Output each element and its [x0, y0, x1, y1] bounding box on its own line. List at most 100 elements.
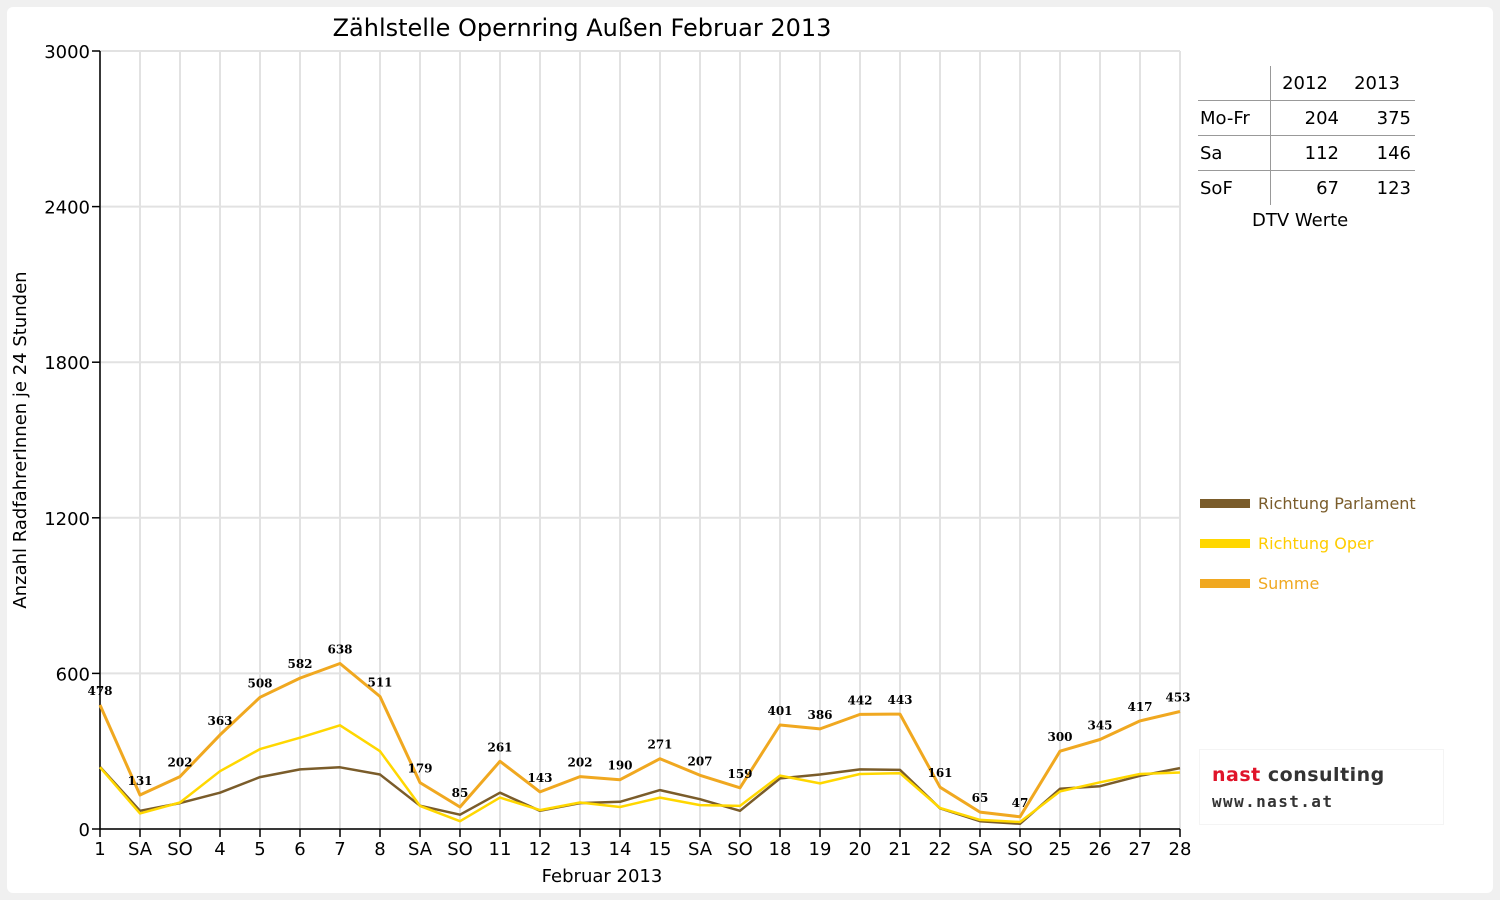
nast-consulting-logo: nast consulting www.nast.at	[1200, 750, 1443, 824]
series-lines	[98, 662, 1181, 826]
data-label: 453	[1165, 691, 1190, 705]
x-tick-label: 28	[1169, 839, 1192, 860]
x-tick-label: 21	[889, 839, 912, 860]
data-label: 638	[327, 643, 352, 657]
y-tick-label: 2400	[44, 198, 90, 219]
dtv-value-2013: 146	[1343, 135, 1415, 171]
x-tick-label: SO	[1007, 839, 1033, 860]
legend-label: Summe	[1258, 574, 1320, 593]
dtv-table: 2012 2013 Mo-Fr 204 375 Sa 112 146 SoF 6…	[1198, 66, 1415, 205]
dtv-row-sa: Sa 112 146	[1198, 135, 1415, 171]
data-label: 202	[567, 756, 592, 770]
x-tick-label: 5	[254, 839, 265, 860]
data-label: 47	[1012, 796, 1029, 810]
legend-item-parlament: Richtung Parlament	[1200, 494, 1416, 513]
y-tick-label: 1200	[44, 509, 90, 530]
legend-swatch	[1200, 499, 1250, 508]
dtv-row-label: Mo-Fr	[1198, 100, 1271, 136]
x-tick-label: SA	[688, 839, 713, 860]
legend-swatch	[1200, 539, 1250, 548]
logo-url: www.nast.at	[1212, 792, 1334, 811]
x-tick-label: 11	[489, 839, 512, 860]
data-label: 179	[407, 762, 432, 776]
data-label: 131	[127, 774, 152, 788]
series-line-richtung-parlament	[99, 765, 1181, 826]
dtv-header-row: 2012 2013	[1198, 66, 1415, 101]
x-tick-label: 25	[1049, 839, 1072, 860]
y-axis-label: Anzahl RadfahrerInnen je 24 Stunden	[10, 271, 31, 608]
y-tick-label: 0	[79, 820, 90, 841]
dtv-value-2012: 204	[1270, 100, 1343, 136]
x-tick-label: 6	[294, 839, 305, 860]
legend-item-summe: Summe	[1200, 574, 1319, 593]
x-tick-label: SO	[727, 839, 753, 860]
series-line-summe	[98, 662, 1181, 819]
data-label: 261	[487, 740, 512, 754]
legend-label: Richtung Parlament	[1258, 494, 1416, 513]
legend-label: Richtung Oper	[1258, 534, 1374, 553]
y-tick-label: 600	[56, 664, 90, 685]
legend-swatch	[1200, 579, 1250, 588]
x-tick-label: SA	[128, 839, 153, 860]
series-line-richtung-oper	[99, 724, 1181, 824]
data-label: 345	[1087, 719, 1112, 733]
data-label: 443	[887, 693, 912, 707]
dtv-value-2012: 67	[1270, 170, 1343, 205]
x-tick-label: 12	[529, 839, 552, 860]
logo-name: nast consulting	[1212, 764, 1385, 786]
dtv-row-label: Sa	[1198, 135, 1271, 171]
dtv-row-sof: SoF 67 123	[1198, 170, 1415, 205]
x-tick-label: SA	[408, 839, 433, 860]
chart-title: Zählstelle Opernring Außen Februar 2013	[333, 14, 832, 42]
data-label: 190	[607, 759, 632, 773]
axes	[92, 50, 1181, 837]
x-tick-labels: 1 SA SO 4 5 6 7 8 SA SO 11 12 13 14 15 SA SO 18 19 20 21 22 SA…	[94, 839, 1191, 860]
x-tick-label: SO	[447, 839, 473, 860]
legend-item-oper: Richtung Oper	[1200, 534, 1373, 553]
dtv-header-2012: 2012	[1270, 66, 1343, 101]
x-tick-label: 26	[1089, 839, 1112, 860]
dtv-row-mofr: Mo-Fr 204 375	[1198, 100, 1415, 136]
data-label: 386	[807, 708, 832, 722]
dtv-value-2013: 375	[1343, 100, 1415, 136]
y-tick-label: 1800	[44, 353, 90, 374]
logo-name-part1: nast	[1212, 764, 1261, 786]
data-label: 202	[167, 756, 192, 770]
x-tick-label: 4	[214, 839, 225, 860]
y-tick-label: 3000	[44, 42, 90, 63]
dtv-header-2013: 2013	[1354, 72, 1400, 94]
x-tick-label: 18	[769, 839, 792, 860]
x-tick-label: 1	[94, 839, 105, 860]
x-tick-label: 14	[609, 839, 632, 860]
grid-lines	[99, 50, 1181, 830]
data-label: 442	[847, 693, 872, 707]
data-label: 143	[527, 771, 552, 785]
data-label: 207	[687, 754, 712, 768]
x-tick-label: 22	[929, 839, 952, 860]
x-tick-label: SA	[968, 839, 993, 860]
dtv-value-2012: 112	[1270, 135, 1343, 171]
data-labels: 478 131 202 363 508 582 638 511 179 85 261 143 202 19…	[87, 643, 1190, 810]
data-label: 478	[87, 684, 112, 698]
x-tick-label: 20	[849, 839, 872, 860]
x-tick-label: 27	[1129, 839, 1152, 860]
data-label: 511	[367, 675, 392, 689]
dtv-value-2013: 123	[1343, 170, 1415, 205]
logo-name-part2: consulting	[1267, 764, 1385, 786]
data-label: 363	[207, 714, 232, 728]
data-label: 401	[767, 704, 792, 718]
dtv-row-label: SoF	[1198, 170, 1271, 205]
x-tick-label: 19	[809, 839, 832, 860]
data-label: 417	[1127, 700, 1152, 714]
data-label: 582	[287, 657, 312, 671]
y-tick-labels: 0 600 1200 1800 2400 3000	[44, 42, 90, 841]
data-label: 159	[727, 767, 752, 781]
data-label: 300	[1047, 730, 1072, 744]
x-tick-label: 13	[569, 839, 592, 860]
x-tick-label: 8	[374, 839, 385, 860]
data-label: 161	[927, 766, 952, 780]
x-axis-label: Februar 2013	[542, 866, 663, 887]
data-label: 271	[647, 738, 672, 752]
x-tick-label: SO	[167, 839, 193, 860]
